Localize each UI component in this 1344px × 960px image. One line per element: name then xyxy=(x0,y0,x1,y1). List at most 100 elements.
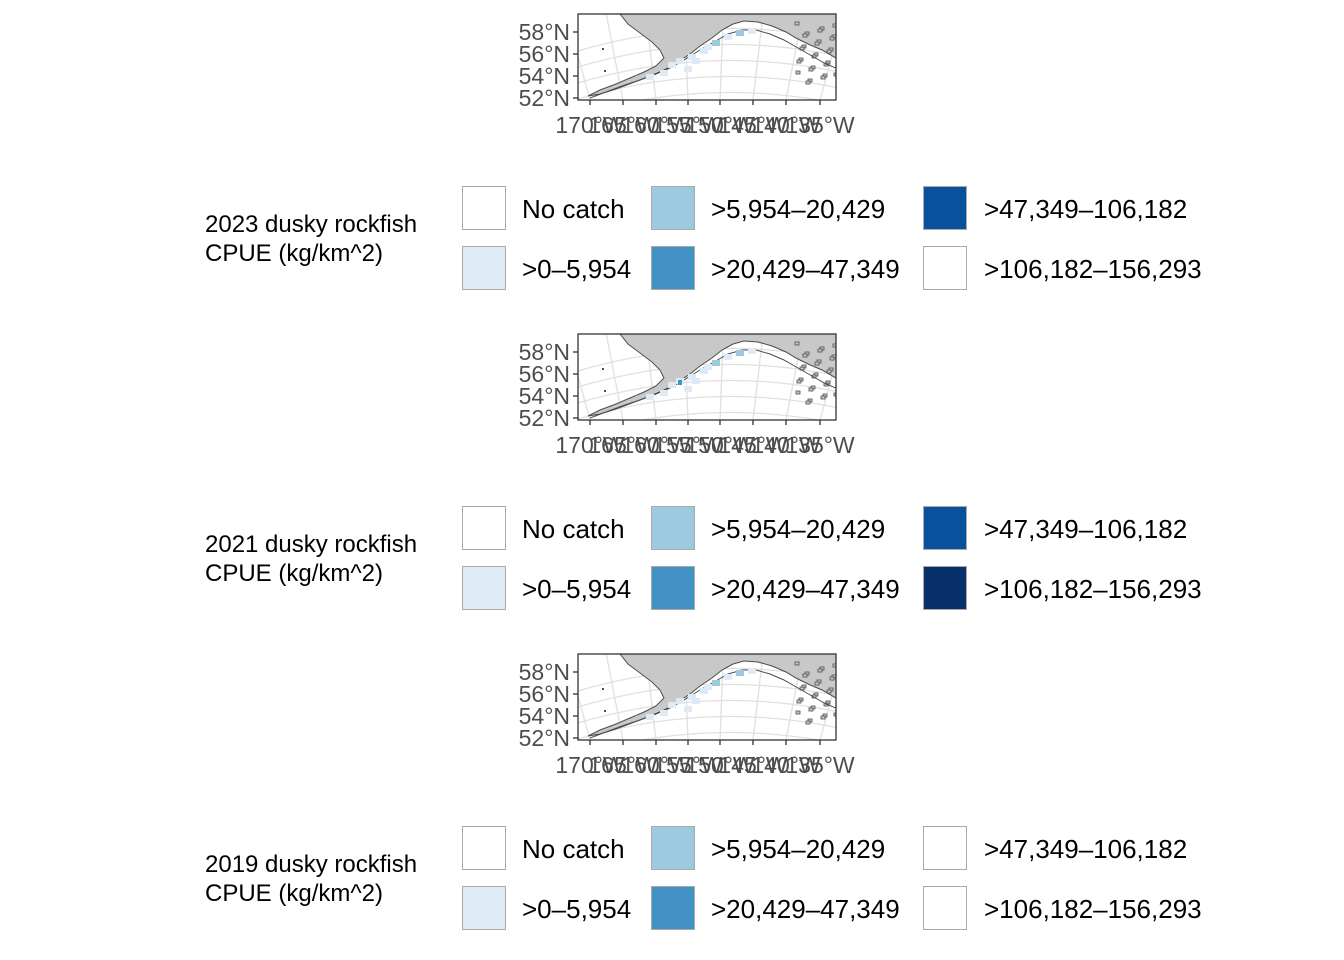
cpue-map-2023: 58°N56°N54°N52°N170°W165°W160°W155°W150°… xyxy=(519,13,855,138)
legend-key-swatch xyxy=(651,186,695,230)
map-border xyxy=(577,333,837,421)
map-area xyxy=(578,654,836,740)
cpue-cell xyxy=(724,674,732,680)
island-dot xyxy=(604,390,606,392)
island xyxy=(826,369,832,374)
legend-key-label: >106,182–156,293 xyxy=(984,894,1202,924)
cpue-cell xyxy=(684,66,692,72)
island xyxy=(833,392,836,397)
island xyxy=(817,348,823,353)
x-tick-label: 135°W xyxy=(785,112,855,138)
legend-key-label: >20,429–47,349 xyxy=(711,894,900,924)
island xyxy=(829,676,835,681)
map-border xyxy=(577,13,837,101)
island xyxy=(802,673,808,678)
island xyxy=(820,395,826,400)
island xyxy=(832,663,836,668)
island-dot xyxy=(602,368,604,370)
legend-key-swatch xyxy=(923,246,967,290)
island xyxy=(796,59,802,64)
panel-2023: 58°N 56°N 54°N 52°N 170°W 165°W 160°W 155°W 150°… xyxy=(0,0,1344,320)
x-tick-label: 140°W xyxy=(751,112,821,138)
legend-key-label: >0–5,954 xyxy=(522,254,632,284)
map-border xyxy=(577,653,837,741)
x-tick-label: 170°W xyxy=(555,752,625,778)
legend-key-swatch xyxy=(923,506,967,550)
x-tick-label: 140°W xyxy=(751,752,821,778)
x-tick-label: 165°W xyxy=(588,432,658,458)
x-tick-label: 160°W xyxy=(621,112,691,138)
cpue-cell xyxy=(724,354,732,360)
meridian-line xyxy=(752,654,764,740)
legend-key-label: >5,954–20,429 xyxy=(711,514,886,544)
cpue-map-2019: 58°N56°N54°N52°N170°W165°W160°W155°W150°… xyxy=(519,653,855,778)
legend-title: 2023 dusky rockfish CPUE (kg/km^2) xyxy=(205,210,417,268)
cpue-cell xyxy=(736,670,744,676)
island xyxy=(814,361,820,366)
map-area xyxy=(578,334,836,420)
y-tick-label: 52°N xyxy=(519,725,570,751)
x-tick-label: 150°W xyxy=(685,752,755,778)
cpue-cell xyxy=(748,668,756,674)
x-tick-label: 165°W xyxy=(588,752,658,778)
y-tick-label: 56°N xyxy=(519,41,570,67)
legend-key-label: >106,182–156,293 xyxy=(984,254,1202,284)
y-tick-label: 54°N xyxy=(519,63,570,89)
island xyxy=(802,353,808,358)
island xyxy=(796,379,802,384)
legend-key-swatch xyxy=(651,506,695,550)
x-tick-label: 160°W xyxy=(621,432,691,458)
y-tick-label: 52°N xyxy=(519,405,570,431)
legend-key-swatch xyxy=(462,186,506,230)
legend-key-swatch xyxy=(651,246,695,290)
cpue-cell xyxy=(668,702,676,708)
legend-key-label: >5,954–20,429 xyxy=(711,834,886,864)
legend-title: 2021 dusky rockfish CPUE (kg/km^2) xyxy=(205,530,417,588)
island xyxy=(832,23,836,28)
island-dot xyxy=(602,48,604,50)
legend-title-line2: CPUE (kg/km^2) xyxy=(205,560,383,587)
x-tick-label: 145°W xyxy=(718,112,788,138)
legend-key-label: >0–5,954 xyxy=(522,894,632,924)
cpue-cell xyxy=(692,378,700,384)
island xyxy=(795,70,801,75)
meridian-line xyxy=(752,14,764,100)
legend-key-swatch xyxy=(923,886,967,930)
island xyxy=(817,668,823,673)
island-dot xyxy=(604,70,606,72)
cpue-cell xyxy=(646,714,654,720)
legend-key-swatch xyxy=(462,566,506,610)
cpue-cell xyxy=(688,54,696,60)
cpue-cell xyxy=(676,698,684,704)
island xyxy=(794,341,800,346)
legend-key-label: >47,349–106,182 xyxy=(984,514,1188,544)
island xyxy=(826,689,832,694)
island-dot xyxy=(604,710,606,712)
legend-key-label: >5,954–20,429 xyxy=(711,194,886,224)
island xyxy=(814,41,820,46)
cpue-cell xyxy=(688,694,696,700)
panel-2021: 58°N 56°N 54°N 52°N 170°W 165°W 160°W 155°W 150°… xyxy=(0,320,1344,640)
island-dot xyxy=(602,688,604,690)
cpue-cell xyxy=(736,350,744,356)
cpue-cell xyxy=(660,390,668,396)
cpue-cell xyxy=(646,394,654,400)
island xyxy=(805,720,811,725)
x-tick-label: 155°W xyxy=(653,112,723,138)
island xyxy=(814,681,820,686)
legend-key-label: No catch xyxy=(522,834,625,864)
map-area xyxy=(578,14,836,100)
y-tick-label: 58°N xyxy=(519,659,570,685)
cpue-cell xyxy=(660,710,668,716)
legend-key-label: >47,349–106,182 xyxy=(984,194,1188,224)
legend-key-label: >20,429–47,349 xyxy=(711,254,900,284)
meridian-line xyxy=(752,334,764,420)
legend-title-line2: CPUE (kg/km^2) xyxy=(205,880,383,907)
cpue-map-2021: 58°N56°N54°N52°N170°W165°W160°W155°W150°… xyxy=(519,333,855,458)
cpue-cell xyxy=(692,698,700,704)
island xyxy=(808,67,814,72)
x-tick-label: 170°W xyxy=(555,432,625,458)
cpue-cell-high xyxy=(678,380,682,385)
x-tick-label: 145°W xyxy=(718,432,788,458)
island xyxy=(805,80,811,85)
